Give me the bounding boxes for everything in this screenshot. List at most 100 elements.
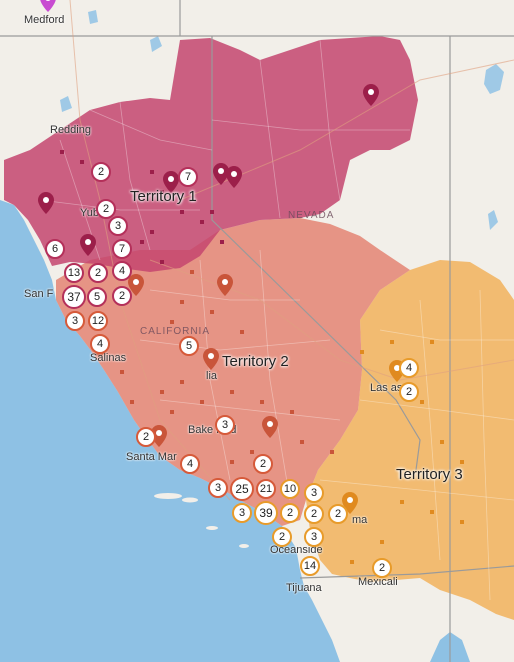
cluster-marker[interactable]: 4 — [180, 454, 200, 474]
location-dot[interactable] — [130, 400, 134, 404]
map-pin-icon[interactable] — [151, 425, 167, 447]
location-dot[interactable] — [290, 410, 294, 414]
cluster-marker[interactable]: 13 — [64, 263, 84, 283]
location-dot[interactable] — [210, 210, 214, 214]
location-dot[interactable] — [230, 390, 234, 394]
cluster-marker[interactable]: 2 — [88, 263, 108, 283]
map-pin-icon[interactable] — [217, 274, 233, 296]
cluster-marker[interactable]: 14 — [300, 556, 320, 576]
city-label-mexicali: Mexicali — [358, 576, 398, 588]
location-dot[interactable] — [250, 360, 254, 364]
map-pin-icon[interactable] — [38, 192, 54, 214]
cluster-marker[interactable]: 4 — [112, 261, 132, 281]
cluster-marker[interactable]: 12 — [88, 311, 108, 331]
map-pin-icon[interactable] — [163, 171, 179, 193]
cluster-marker[interactable]: 2 — [136, 427, 156, 447]
location-dot[interactable] — [420, 400, 424, 404]
map-pin-icon[interactable] — [203, 348, 219, 370]
location-dot[interactable] — [170, 320, 174, 324]
location-dot[interactable] — [460, 460, 464, 464]
city-label-tijuana: Tijuana — [286, 582, 322, 594]
cluster-marker[interactable]: 7 — [112, 239, 132, 259]
location-dot[interactable] — [180, 380, 184, 384]
cluster-marker[interactable]: 2 — [399, 382, 419, 402]
location-dot[interactable] — [160, 260, 164, 264]
location-dot[interactable] — [430, 340, 434, 344]
location-dot[interactable] — [460, 520, 464, 524]
cluster-marker[interactable]: 5 — [87, 287, 107, 307]
location-dot[interactable] — [150, 230, 154, 234]
location-dot[interactable] — [180, 210, 184, 214]
lake — [488, 210, 498, 230]
cluster-marker[interactable]: 6 — [45, 239, 65, 259]
location-dot[interactable] — [160, 390, 164, 394]
cluster-marker[interactable]: 3 — [65, 311, 85, 331]
location-dot[interactable] — [160, 190, 164, 194]
cluster-marker[interactable]: 37 — [62, 285, 86, 309]
location-dot[interactable] — [150, 170, 154, 174]
location-dot[interactable] — [170, 410, 174, 414]
city-label-medford: Medford — [24, 14, 65, 26]
cluster-marker[interactable]: 2 — [96, 199, 116, 219]
cluster-marker[interactable]: 2 — [253, 454, 273, 474]
cluster-marker[interactable]: 2 — [372, 558, 392, 578]
location-dot[interactable] — [190, 270, 194, 274]
location-dot[interactable] — [400, 500, 404, 504]
location-dot[interactable] — [140, 240, 144, 244]
city-label-visalia: lia — [206, 370, 218, 382]
location-dot[interactable] — [250, 450, 254, 454]
location-dot[interactable] — [350, 560, 354, 564]
location-dot[interactable] — [120, 370, 124, 374]
location-dot[interactable] — [300, 440, 304, 444]
location-dot[interactable] — [360, 350, 364, 354]
map-pin-icon[interactable] — [40, 0, 56, 12]
cluster-marker[interactable]: 7 — [178, 167, 198, 187]
location-dot[interactable] — [380, 540, 384, 544]
map-pin-icon[interactable] — [128, 274, 144, 296]
location-dot[interactable] — [440, 440, 444, 444]
location-dot[interactable] — [260, 400, 264, 404]
cluster-marker[interactable]: 2 — [272, 527, 292, 547]
location-dot[interactable] — [60, 150, 64, 154]
cluster-marker[interactable]: 2 — [91, 162, 111, 182]
cluster-marker[interactable]: 3 — [304, 527, 324, 547]
cluster-marker[interactable]: 2 — [304, 504, 324, 524]
map-pin-icon[interactable] — [226, 166, 242, 188]
map-pin-icon[interactable] — [262, 416, 278, 438]
city-label-santamaria: Santa Mar — [126, 451, 177, 463]
cluster-marker[interactable]: 3 — [304, 483, 324, 503]
cluster-marker[interactable]: 2 — [112, 286, 132, 306]
location-dot[interactable] — [80, 160, 84, 164]
cluster-marker[interactable]: 2 — [328, 504, 348, 524]
map-pin-icon[interactable] — [213, 163, 229, 185]
cluster-marker[interactable]: 25 — [230, 477, 254, 501]
cluster-marker[interactable]: 3 — [208, 478, 228, 498]
location-dot[interactable] — [230, 460, 234, 464]
location-dot[interactable] — [200, 400, 204, 404]
location-dot[interactable] — [430, 510, 434, 514]
location-dot[interactable] — [390, 340, 394, 344]
cluster-marker[interactable]: 3 — [232, 503, 252, 523]
cluster-marker[interactable]: 3 — [108, 216, 128, 236]
cluster-marker[interactable]: 4 — [90, 334, 110, 354]
location-dot[interactable] — [180, 300, 184, 304]
location-dot[interactable] — [200, 220, 204, 224]
cluster-marker[interactable]: 21 — [256, 479, 276, 499]
cluster-marker[interactable]: 10 — [280, 479, 300, 499]
city-label-oceanside: Oceanside — [270, 544, 323, 556]
cluster-marker[interactable]: 4 — [399, 358, 419, 378]
cluster-marker[interactable]: 39 — [254, 501, 278, 525]
county-lines — [39, 39, 514, 601]
cluster-marker[interactable]: 3 — [215, 415, 235, 435]
map-pin-icon[interactable] — [80, 234, 96, 256]
map-pin-icon[interactable] — [363, 84, 379, 106]
location-dot[interactable] — [220, 240, 224, 244]
location-dot[interactable] — [210, 310, 214, 314]
location-dot[interactable] — [240, 330, 244, 334]
cluster-marker[interactable]: 5 — [179, 336, 199, 356]
ca-nv-border — [211, 36, 421, 471]
cluster-marker[interactable]: 2 — [280, 503, 300, 523]
location-dot[interactable] — [330, 450, 334, 454]
